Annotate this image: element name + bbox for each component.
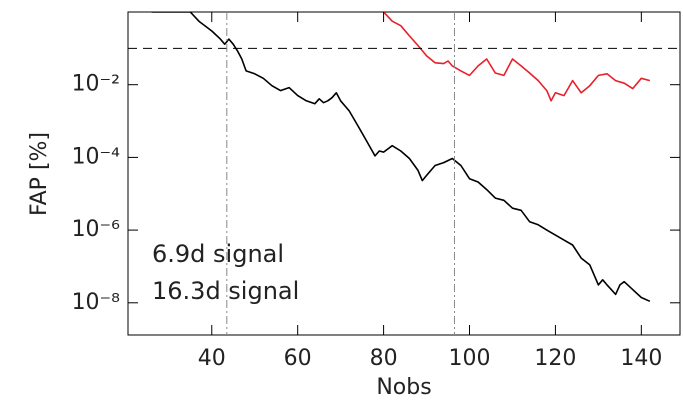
y-tick-label: 10⁻⁸ [72, 290, 121, 315]
y-tick-label: 10⁻² [72, 72, 120, 97]
x-tick-label: 140 [620, 346, 662, 371]
legend-label: 16.3d signal [152, 277, 299, 305]
y-tick-label: 10⁻⁴ [72, 144, 121, 169]
plot-frame [127, 11, 681, 336]
x-tick-label: 60 [284, 346, 312, 371]
x-axis-label: Nobs [376, 375, 431, 400]
legend-label: 6.9d signal [152, 240, 284, 268]
plot-area [151, 12, 651, 303]
y-axis-label: FAP [%] [27, 132, 52, 216]
x-tick-label: 100 [449, 346, 491, 371]
x-tick-label: 40 [198, 346, 226, 371]
x-tick-label: 120 [534, 346, 576, 371]
y-tick-label: 10⁻⁶ [72, 217, 121, 242]
series-line [383, 12, 651, 102]
series-line [151, 12, 651, 303]
x-tick-label: 80 [370, 346, 398, 371]
